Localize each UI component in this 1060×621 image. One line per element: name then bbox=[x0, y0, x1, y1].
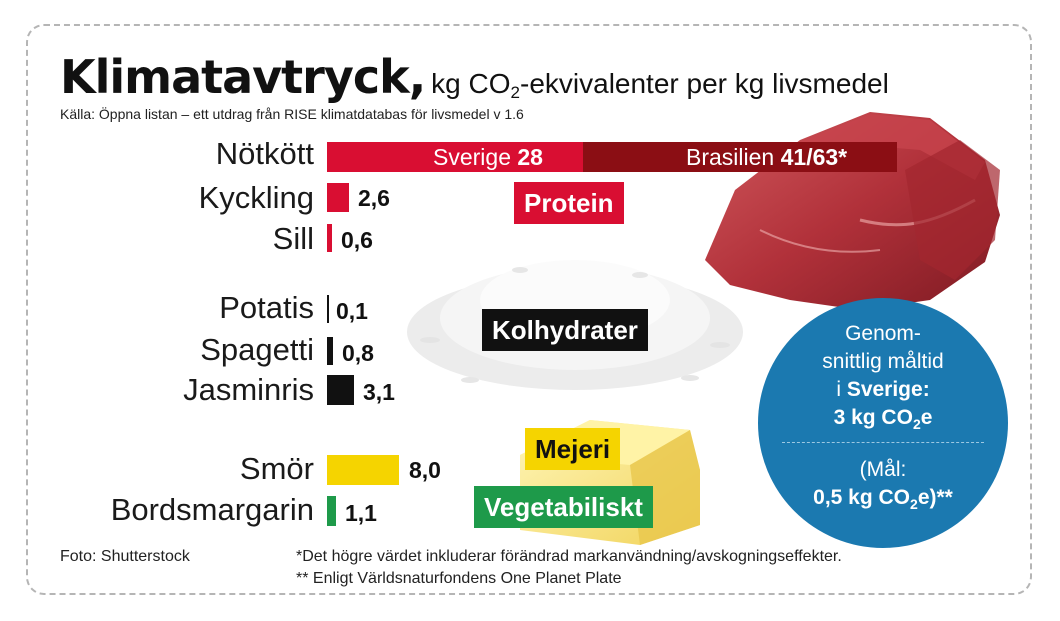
chart-subtitle: kg CO2-ekvivalenter per kg livsmedel bbox=[431, 68, 889, 102]
value-label: 1,1 bbox=[345, 500, 377, 526]
bar-potatis bbox=[327, 295, 329, 323]
category-label: Sill bbox=[272, 221, 314, 256]
circle-line-1: Genom- bbox=[845, 322, 921, 345]
bar-kyckling bbox=[327, 183, 349, 212]
circle-line-5: (Mål: bbox=[859, 458, 907, 481]
bar-jasminris bbox=[327, 375, 354, 405]
chart-title: Klimatavtryck, bbox=[60, 50, 426, 104]
bar-spagetti bbox=[327, 337, 333, 365]
value-label: 0,8 bbox=[342, 340, 374, 366]
notkott-sverige-label: Sverige 28 bbox=[433, 144, 543, 170]
circle-line-3: i Sverige: bbox=[836, 378, 930, 401]
bar-smor bbox=[327, 455, 399, 485]
source-note: Källa: Öppna listan – ett utdrag från RI… bbox=[60, 106, 524, 122]
circle-line-2: snittlig måltid bbox=[822, 350, 944, 373]
category-label: Jasminris bbox=[183, 372, 314, 407]
category-label: Potatis bbox=[219, 290, 314, 325]
category-tag-vegetabiliskt: Vegetabiliskt bbox=[474, 486, 653, 528]
category-label: Bordsmargarin bbox=[110, 492, 314, 527]
dashed-frame bbox=[26, 24, 1032, 595]
footnote-1: *Det högre värdet inkluderar förändrad m… bbox=[296, 548, 842, 565]
category-tag-mejeri: Mejeri bbox=[525, 428, 621, 470]
photo-credit: Foto: Shutterstock bbox=[60, 548, 190, 565]
bar-notkott-sverige bbox=[327, 142, 583, 172]
category-label: Kyckling bbox=[198, 180, 314, 215]
circle-line-4: 3 kg CO2e bbox=[833, 406, 933, 433]
value-label: 2,6 bbox=[358, 185, 390, 211]
value-label: 0,1 bbox=[336, 298, 368, 324]
category-label: Nötkött bbox=[215, 136, 314, 171]
category-tag-kolhydrater: Kolhydrater bbox=[482, 309, 648, 351]
notkott-brasilien-label: Brasilien 41/63* bbox=[686, 144, 848, 170]
average-meal-circle: Genom- snittlig måltid i Sverige: 3 kg C… bbox=[758, 298, 1008, 548]
category-label: Spagetti bbox=[200, 332, 314, 367]
footnote-2: ** Enligt Världsnaturfondens One Planet … bbox=[296, 570, 622, 587]
bar-notkott-brasilien bbox=[583, 142, 897, 172]
title-row: Klimatavtryck, kg CO2-ekvivalenter per kg… bbox=[60, 50, 889, 104]
category-tag-protein: Protein bbox=[514, 182, 624, 224]
bar-sill bbox=[327, 224, 332, 252]
value-label: 0,6 bbox=[341, 227, 373, 253]
value-label: 3,1 bbox=[363, 379, 395, 405]
circle-divider bbox=[782, 442, 984, 443]
bar-bordsmargarin bbox=[327, 496, 336, 526]
circle-line-6: 0,5 kg CO2e)** bbox=[813, 486, 953, 513]
category-label: Smör bbox=[239, 451, 314, 486]
value-label: 8,0 bbox=[409, 457, 441, 483]
